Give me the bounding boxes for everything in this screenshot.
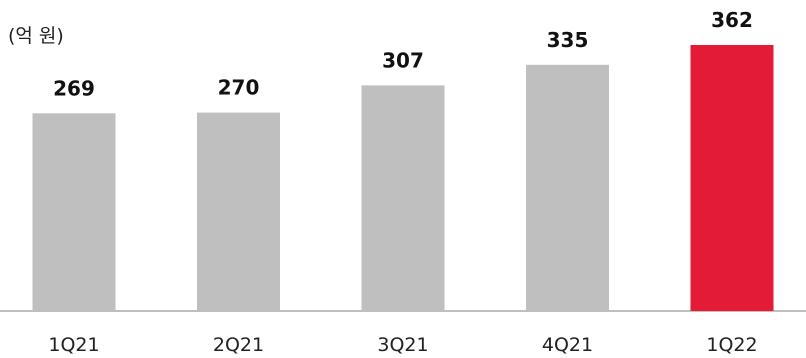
x-tick-label-4q21: 4Q21 xyxy=(542,334,593,356)
bar-3q21 xyxy=(361,85,445,312)
unit-label: (억 원) xyxy=(8,25,64,47)
bar-1q22 xyxy=(690,45,774,311)
x-tick-label-3q21: 3Q21 xyxy=(377,334,428,356)
bar-1q21 xyxy=(32,113,116,311)
bar-2q21 xyxy=(197,112,280,311)
bar-4q21 xyxy=(526,64,609,311)
bars-group xyxy=(32,45,774,312)
value-label-1q21: 269 xyxy=(53,76,95,100)
value-labels-group: 269 270 307 335 362 xyxy=(53,8,753,100)
x-tick-label-1q22: 1Q22 xyxy=(706,334,757,356)
x-tick-label-1q21: 1Q21 xyxy=(48,334,99,356)
x-tick-label-2q21: 2Q21 xyxy=(213,334,264,356)
value-label-4q21: 335 xyxy=(547,28,589,52)
value-label-2q21: 270 xyxy=(218,76,260,100)
value-label-1q22: 362 xyxy=(711,8,753,32)
category-tick-labels-group: 1Q21 2Q21 3Q21 4Q21 1Q22 xyxy=(48,334,757,356)
value-label-3q21: 307 xyxy=(382,48,424,72)
